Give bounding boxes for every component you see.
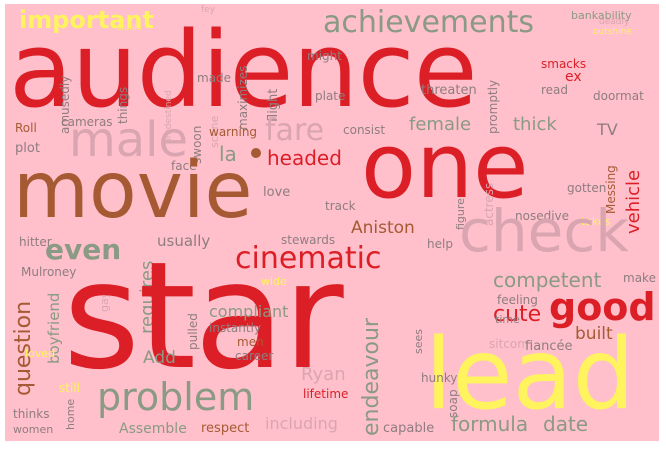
word-formula: formula [451, 412, 529, 436]
word-bullet [251, 148, 261, 158]
word-wide: wide [261, 275, 287, 288]
word-usually: usually [157, 232, 211, 250]
word-doormat: doormat [593, 89, 644, 103]
word-movie: movie [13, 146, 253, 236]
word-make: make [623, 271, 656, 285]
word-endeavour: endeavour [359, 318, 384, 436]
word-smacks: smacks [541, 57, 587, 71]
word-made: made [197, 71, 232, 85]
word-sees: sees [412, 329, 425, 354]
word-might: might [307, 49, 342, 63]
word-compliant: compliant [209, 302, 289, 321]
word-track: track [325, 199, 356, 213]
word-outshine: outshine [593, 27, 632, 37]
word-feeling: feeling [497, 293, 538, 307]
word-capable: capable [383, 421, 435, 436]
word-hunky: hunky [421, 371, 458, 385]
word-one: one [361, 114, 529, 219]
word-cute: cute [493, 302, 542, 327]
word-cinematic: cinematic [235, 241, 382, 276]
word-women: women [13, 423, 54, 436]
word-cloud: fey studio deadly outshine important ach… [5, 4, 659, 441]
word-loved: loved [25, 347, 56, 360]
word-TV: TV [597, 120, 618, 139]
word-audience: audience [9, 9, 478, 131]
word-fare: fare [265, 113, 325, 148]
word-lifetime: lifetime [303, 387, 349, 401]
word-date: date [543, 412, 589, 436]
word-thick: thick [513, 114, 557, 135]
word-including: including [265, 414, 338, 433]
word-male: male [69, 112, 189, 168]
word-men: men [237, 335, 264, 349]
word-important: important [19, 6, 154, 34]
word-achievements: achievements [323, 5, 534, 40]
word-check: check [459, 197, 629, 265]
word-even: even [45, 233, 122, 266]
word-still: still [59, 381, 80, 395]
word-studio: studio [117, 23, 142, 32]
word-problem: problem [97, 375, 255, 419]
word-face: face [171, 159, 197, 173]
word-stewards: stewards [281, 233, 336, 247]
word-consist: consist [343, 123, 386, 137]
word-lead: lead [425, 318, 635, 432]
word-help: help [427, 237, 453, 251]
word-Assemble: Assemble [119, 421, 187, 437]
word-Ryan: Ryan [301, 364, 346, 385]
word-Add: Add [143, 348, 176, 368]
word-time: time [495, 313, 520, 326]
word-competent: competent [493, 268, 602, 292]
word-fiancee: fiancée [525, 339, 573, 354]
word-plate: plate [315, 89, 346, 103]
word-career: career [235, 349, 274, 363]
word-gotten: gotten [567, 181, 607, 195]
word-maximizes: maximizes [236, 65, 250, 130]
word-la: la [219, 142, 237, 166]
word-fey: fey [201, 5, 216, 15]
word-female: female [409, 114, 472, 135]
word-cameras: cameras [61, 115, 113, 129]
word-bankability: bankability [571, 9, 632, 22]
word-ex: ex [565, 69, 582, 85]
word-good: good [549, 285, 656, 329]
word-nosedive: nosedive [515, 209, 570, 223]
word-hitter: hitter [19, 235, 52, 249]
word-instantly: instantly [209, 321, 261, 335]
word-Roll: Roll [15, 121, 37, 135]
word-plot: plot [15, 141, 40, 156]
word-headed: headed [267, 146, 342, 170]
word-warning: warning [209, 125, 258, 139]
word-Mulroney: Mulroney [21, 265, 77, 279]
word-takes: takes [581, 215, 611, 228]
word-read: read [541, 83, 569, 97]
word-sitcom: sitcom [489, 337, 529, 351]
word-pulled: pulled [186, 313, 200, 350]
word-star: star [63, 230, 344, 402]
word-deadly: deadly [599, 17, 630, 27]
word-home: home [64, 398, 77, 430]
word-thinks: thinks [13, 407, 50, 421]
word-threaten: threaten [421, 83, 477, 98]
word-respect: respect [201, 421, 250, 436]
word-love: love [263, 185, 291, 200]
word-Aniston: Aniston [351, 218, 415, 238]
word-built: built [575, 324, 613, 344]
